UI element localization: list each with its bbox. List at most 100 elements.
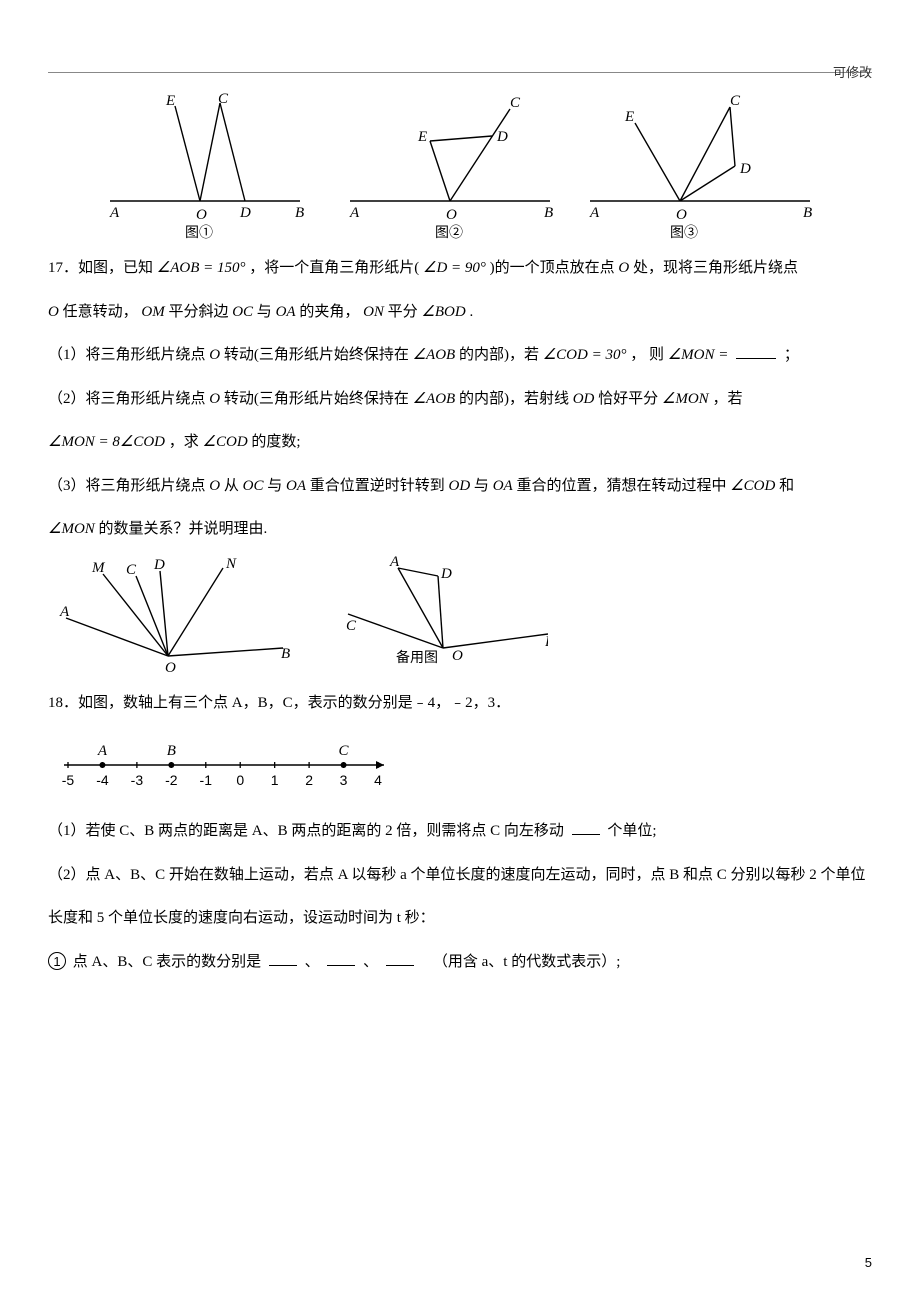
svg-text:B: B bbox=[167, 743, 176, 759]
angle-COD-2: ∠COD bbox=[730, 478, 775, 494]
svg-text:D: D bbox=[440, 566, 452, 582]
q17-part2-l1: （2）将三角形纸片绕点 O 转动(三角形纸片始终保持在 ∠AOB 的内部)，若射… bbox=[48, 378, 872, 422]
figure-set-2: A M C D N O B A D C B O 备用图 bbox=[48, 556, 872, 676]
q17-p2f: ，求 bbox=[169, 434, 203, 450]
q17-p3b: 从 bbox=[224, 478, 243, 494]
numberline-svg: -5-4-3-2-101234ABC bbox=[48, 727, 398, 792]
pt-O-3: O bbox=[209, 347, 220, 363]
q17-p1c: 的内部)，若 bbox=[459, 347, 543, 363]
svg-text:-3: -3 bbox=[131, 772, 144, 788]
svg-text:1: 1 bbox=[271, 772, 279, 788]
svg-text:N: N bbox=[225, 556, 237, 572]
q17-p3e: 重合的位置，猜想在转动过程中 bbox=[516, 478, 730, 494]
svg-text:O: O bbox=[446, 207, 457, 223]
expr-aob: ∠AOB = 150° bbox=[157, 260, 246, 276]
svg-text:C: C bbox=[218, 91, 229, 107]
angle-AOB-2: ∠AOB bbox=[413, 391, 456, 407]
editable-note: 可修改 bbox=[833, 56, 872, 90]
svg-text:D: D bbox=[239, 205, 251, 221]
blank-B bbox=[327, 951, 355, 966]
q17-lead4: 处，现将三角形纸片绕点 bbox=[633, 260, 798, 276]
expr-mon-eq: ∠MON = bbox=[668, 347, 729, 363]
q17-p2e: ，若 bbox=[712, 391, 742, 407]
svg-text:M: M bbox=[91, 560, 106, 576]
fig-left: A M C D N O B bbox=[59, 556, 290, 676]
circled-1: 1 bbox=[48, 952, 66, 970]
q17-p3d: 重合位置逆时针转到 bbox=[310, 478, 449, 494]
svg-text:B: B bbox=[803, 205, 812, 221]
svg-text:D: D bbox=[739, 161, 751, 177]
q18-p1-tail: 个单位; bbox=[607, 823, 656, 839]
q17-p1e: ； bbox=[784, 347, 799, 363]
figset1-svg: A O D B E C 图① bbox=[100, 91, 820, 241]
OC-2: OC bbox=[243, 478, 264, 494]
q18-p3a: 点 A、B、C 表示的数分别是 bbox=[73, 954, 261, 970]
blank-c-move bbox=[572, 820, 600, 835]
svg-text:-5: -5 bbox=[62, 772, 75, 788]
sep2: 、 bbox=[363, 954, 378, 970]
svg-text:3: 3 bbox=[340, 772, 348, 788]
q17-l2f: . bbox=[469, 304, 473, 320]
svg-text:A: A bbox=[109, 205, 120, 221]
q18-p1-text: （1）若使 C、B 两点的距离是 A、B 两点的距离的 2 倍，则需将点 C 向… bbox=[48, 823, 564, 839]
svg-text:O: O bbox=[165, 660, 176, 676]
page-number: 5 bbox=[865, 1246, 872, 1280]
q18-p3-tail: （用含 a、t 的代数式表示）; bbox=[433, 954, 621, 970]
q17-stem-line2: O 任意转动， OM 平分斜边 OC 与 OA 的夹角， ON 平分 ∠BOD … bbox=[48, 291, 872, 335]
q17-lead: 17．如图，已知 bbox=[48, 260, 157, 276]
q17-p3f: 和 bbox=[779, 478, 794, 494]
svg-text:B: B bbox=[545, 634, 548, 650]
sep1: 、 bbox=[305, 954, 320, 970]
svg-text:E: E bbox=[165, 93, 175, 109]
q17-part1: （1）将三角形纸片绕点 O 转动(三角形纸片始终保持在 ∠AOB 的内部)，若 … bbox=[48, 334, 872, 378]
svg-text:D: D bbox=[496, 129, 508, 145]
svg-text:E: E bbox=[417, 129, 427, 145]
svg-text:C: C bbox=[346, 618, 357, 634]
OA: OA bbox=[276, 304, 296, 320]
q17-p2a: （2）将三角形纸片绕点 bbox=[48, 391, 206, 407]
q17-part3-l2: ∠MON 的数量关系？并说明理由. bbox=[48, 508, 872, 552]
blank-A bbox=[269, 951, 297, 966]
ON: ON bbox=[363, 304, 384, 320]
angle-MON-2: ∠MON bbox=[48, 521, 95, 537]
fig1: A O D B E C 图① bbox=[109, 91, 304, 241]
svg-text:图③: 图③ bbox=[670, 225, 698, 241]
q17-p2b: 转动(三角形纸片始终保持在 bbox=[224, 391, 413, 407]
q17-p3a: （3）将三角形纸片绕点 bbox=[48, 478, 206, 494]
expr-mon8cod: ∠MON = 8∠COD bbox=[48, 434, 165, 450]
figset2-svg: A M C D N O B A D C B O 备用图 bbox=[48, 556, 548, 676]
angle-AOB: ∠AOB bbox=[413, 347, 456, 363]
svg-text:C: C bbox=[730, 93, 741, 109]
svg-text:O: O bbox=[196, 207, 207, 223]
svg-text:A: A bbox=[389, 556, 400, 570]
q17-p2g: 的度数; bbox=[251, 434, 300, 450]
svg-text:C: C bbox=[510, 95, 521, 111]
expr-d: ∠D = 90° bbox=[423, 260, 486, 276]
svg-text:0: 0 bbox=[236, 772, 244, 788]
q17-p2d: 恰好平分 bbox=[598, 391, 662, 407]
top-rule bbox=[48, 72, 872, 73]
q17-l2b: 平分斜边 bbox=[168, 304, 232, 320]
q17-p1b: 转动(三角形纸片始终保持在 bbox=[224, 347, 413, 363]
q18-p1: （1）若使 C、B 两点的距离是 A、B 两点的距离的 2 倍，则需将点 C 向… bbox=[48, 810, 872, 854]
svg-text:-2: -2 bbox=[165, 772, 178, 788]
q17-p3g: 的数量关系？并说明理由. bbox=[99, 521, 268, 537]
figure-set-1: A O D B E C 图① bbox=[48, 91, 872, 241]
OC: OC bbox=[232, 304, 253, 320]
OM: OM bbox=[141, 304, 164, 320]
svg-text:图①: 图① bbox=[185, 225, 213, 241]
q17-p1a: （1）将三角形纸片绕点 bbox=[48, 347, 206, 363]
q18-p3: 1 点 A、B、C 表示的数分别是 、 、 （用含 a、t 的代数式表示）; bbox=[48, 941, 872, 985]
angle-MON: ∠MON bbox=[662, 391, 709, 407]
svg-text:B: B bbox=[295, 205, 304, 221]
fig2: A O B C D E 图② bbox=[349, 95, 553, 241]
svg-text:2: 2 bbox=[305, 772, 313, 788]
blank-C bbox=[386, 951, 414, 966]
q17-lead2: ，将一个直角三角形纸片( bbox=[249, 260, 423, 276]
q17-l2a: 任意转动， bbox=[63, 304, 138, 320]
svg-text:B: B bbox=[281, 646, 290, 662]
fig-right: A D C B O 备用图 bbox=[346, 556, 548, 666]
OD-2: OD bbox=[449, 478, 471, 494]
angle-BOD: ∠BOD bbox=[421, 304, 465, 320]
fig3: A O B E C D 图③ bbox=[589, 93, 812, 241]
